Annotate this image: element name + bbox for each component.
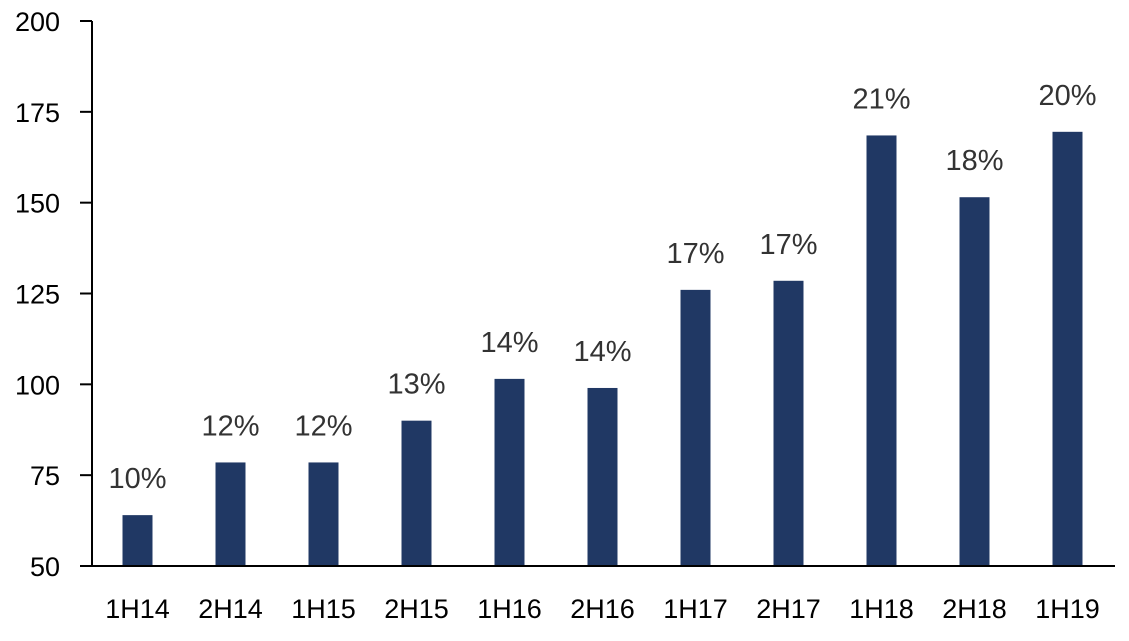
bar-1H14 [122, 515, 153, 566]
bar-1H19 [1052, 131, 1083, 567]
y-tick-label: 150 [15, 189, 60, 219]
bar-2H15 [401, 420, 432, 566]
bars: 10% 12% 12% 13% 14% 14% 17% 17% 21% 18% 20% [108, 80, 1097, 567]
data-label: 21% [852, 83, 910, 115]
data-label: 17% [759, 229, 817, 261]
data-label: 14% [480, 327, 538, 359]
x-tick-label: 1H16 [477, 594, 542, 624]
data-label: 14% [573, 336, 631, 368]
data-label: 10% [108, 463, 166, 495]
y-tick-label: 50 [30, 552, 60, 582]
y-tick-label: 175 [15, 98, 60, 128]
data-label: 13% [387, 369, 445, 401]
x-tick-label: 2H15 [384, 594, 449, 624]
y-axis: 50 75 100 125 150 175 200 [15, 7, 93, 582]
y-tick-label: 200 [15, 7, 60, 37]
y-tick-label: 75 [30, 461, 60, 491]
data-label: 18% [945, 145, 1003, 177]
y-tick-label: 125 [15, 280, 60, 310]
bar-1H15 [308, 462, 339, 566]
x-tick-label: 2H16 [570, 594, 635, 624]
data-label: 17% [666, 238, 724, 270]
x-tick-label: 1H15 [291, 594, 356, 624]
x-tick-label: 2H14 [198, 594, 263, 624]
bar-1H16 [494, 378, 525, 566]
bar-2H14 [215, 462, 246, 566]
bar-1H18 [866, 135, 897, 566]
bar-2H16 [587, 387, 618, 566]
x-tick-label: 1H14 [105, 594, 170, 624]
y-tick-label: 100 [15, 370, 60, 400]
x-tick-label: 2H17 [756, 594, 821, 624]
x-tick-label: 1H18 [849, 594, 914, 624]
x-axis: 1H14 2H14 1H15 2H15 1H16 2H16 1H17 2H17 1H18 2H18… [80, 565, 1115, 624]
x-tick-label: 1H17 [663, 594, 728, 624]
bar-2H18 [959, 197, 990, 566]
data-label: 12% [294, 410, 352, 442]
data-label: 20% [1038, 80, 1096, 112]
x-tick-label: 1H19 [1035, 594, 1100, 624]
x-tick-label: 2H18 [942, 594, 1007, 624]
bar-1H17 [680, 289, 711, 566]
bar-2H17 [773, 280, 804, 566]
data-label: 12% [201, 410, 259, 442]
